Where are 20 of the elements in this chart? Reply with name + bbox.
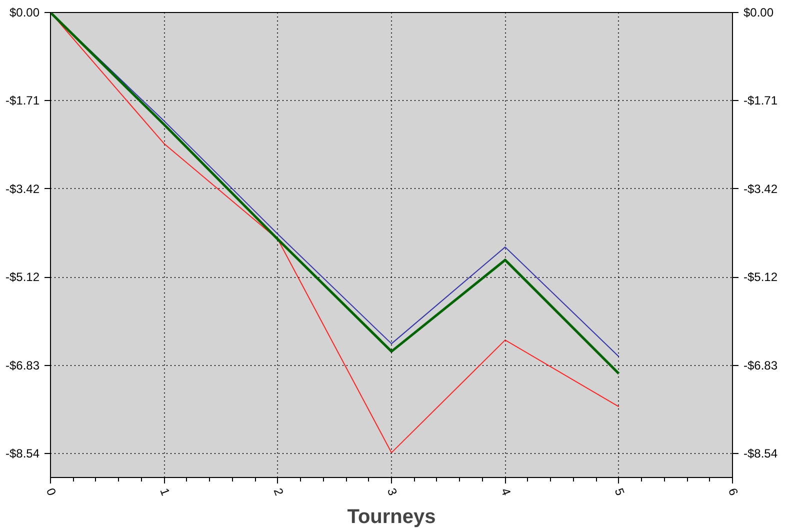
y-tick-label: -$8.54 [5, 446, 40, 461]
y-tick-label: -$3.42 [5, 182, 40, 196]
x-tick-label: 5 [612, 486, 628, 498]
x-tick-label: 3 [384, 486, 400, 498]
y2-tick-label: $0.00 [744, 6, 774, 20]
y2-tick-label: -$3.42 [744, 182, 778, 196]
y2-tick-label: -$8.54 [744, 446, 778, 461]
x-axis-title: Tourneys [347, 506, 436, 528]
y2-tick-label: -$1.71 [744, 94, 778, 108]
x-tick-label: 4 [498, 486, 514, 498]
y-tick-label: -$1.71 [5, 94, 40, 108]
y2-tick-label: -$5.12 [744, 270, 778, 284]
y-tick-label: -$6.83 [5, 358, 40, 372]
y-tick-label: $0.00 [9, 6, 40, 20]
x-tick-label: 6 [725, 486, 742, 498]
x-tick-label: 0 [43, 486, 60, 498]
y-tick-label: -$5.12 [5, 270, 40, 284]
x-tick-label: 2 [270, 486, 286, 498]
y2-tick-label: -$6.83 [744, 358, 778, 372]
x-tick-label: 1 [157, 486, 173, 498]
